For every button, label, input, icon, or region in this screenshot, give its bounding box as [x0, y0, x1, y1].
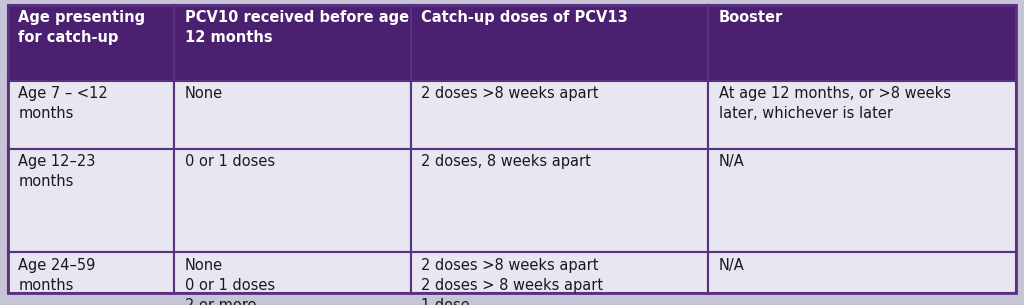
Bar [174, 5, 412, 81]
Bar [174, 149, 412, 253]
Text: At age 12 months, or >8 weeks
later, whichever is later: At age 12 months, or >8 weeks later, whi… [719, 86, 950, 121]
Text: Age 12–23
months: Age 12–23 months [18, 154, 96, 189]
Text: Age presenting
for catch-up: Age presenting for catch-up [18, 10, 145, 45]
Text: 2 doses >8 weeks apart: 2 doses >8 weeks apart [422, 86, 599, 102]
Text: None: None [184, 86, 223, 102]
Text: N/A: N/A [719, 258, 744, 273]
Text: 2 doses >8 weeks apart
2 doses > 8 weeks apart
1 dose: 2 doses >8 weeks apart 2 doses > 8 weeks… [422, 258, 603, 305]
Bar [709, 149, 1016, 253]
Bar [412, 253, 709, 293]
Text: 0 or 1 doses: 0 or 1 doses [184, 154, 274, 169]
Bar [709, 81, 1016, 149]
Text: Catch-up doses of PCV13: Catch-up doses of PCV13 [422, 10, 629, 25]
Bar [174, 253, 412, 293]
Text: Booster: Booster [719, 10, 783, 25]
Bar [174, 81, 412, 149]
Bar [8, 5, 174, 81]
Bar [8, 149, 174, 253]
Bar [412, 149, 709, 253]
Bar [8, 253, 174, 293]
Text: 2 doses, 8 weeks apart: 2 doses, 8 weeks apart [422, 154, 591, 169]
Bar [709, 253, 1016, 293]
Text: N/A: N/A [719, 154, 744, 169]
Bar [709, 5, 1016, 81]
Text: None
0 or 1 doses
2 or more: None 0 or 1 doses 2 or more [184, 258, 274, 305]
Text: Age 7 – <12
months: Age 7 – <12 months [18, 86, 109, 121]
Text: PCV10 received before age
12 months: PCV10 received before age 12 months [184, 10, 409, 45]
Bar [412, 5, 709, 81]
Text: Age 24–59
months: Age 24–59 months [18, 258, 96, 293]
Bar [412, 81, 709, 149]
Bar [8, 81, 174, 149]
